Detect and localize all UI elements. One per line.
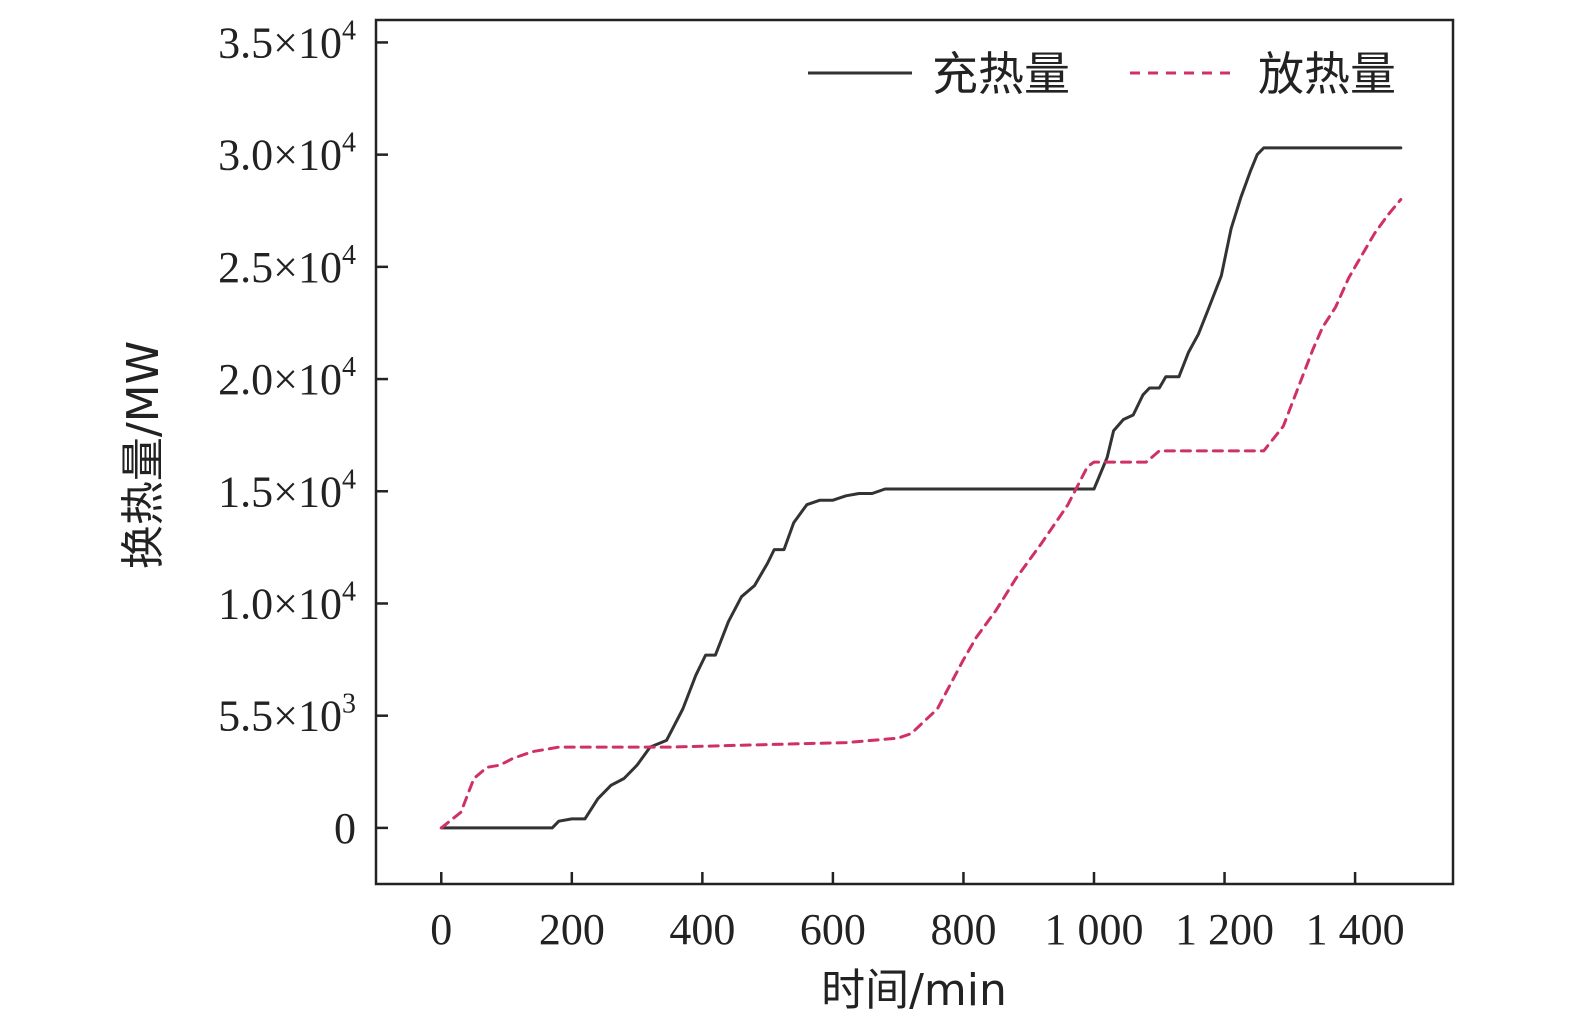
plot-frame [374, 18, 1455, 886]
y-tick-label: 0 [334, 804, 356, 853]
x-tick-label: 1 200 [1175, 905, 1274, 954]
y-tick-label: 3.0×104 [218, 128, 356, 180]
x-axis-title: 时间/min [821, 965, 1007, 1016]
series-layer [439, 146, 1403, 830]
y-axis: 0 5.5×103 1.0×104 1.5×104 2.0×104 2.5×104 3.0×… [218, 15, 388, 853]
x-tick-label: 1 400 [1306, 905, 1405, 954]
x-axis: 0 200 400 600 800 1 000 1 200 1 400 [430, 872, 1405, 954]
y-tick-label: 1.0×104 [218, 576, 356, 628]
series-line-discharge [439, 198, 1403, 830]
plot-area: 0 5.5×103 1.0×104 1.5×104 2.0×104 2.5×104 3.0×… [218, 15, 1455, 954]
x-tick-label: 1 000 [1045, 905, 1144, 954]
x-tick-label: 600 [800, 905, 866, 954]
y-tick-label: 5.5×103 [218, 689, 356, 741]
legend-label-charge: 充热量 [932, 47, 1070, 101]
y-axis-title: 换热量/MW [118, 341, 169, 569]
y-tick-label: 1.5×104 [218, 464, 356, 516]
x-tick-label: 400 [669, 905, 735, 954]
x-tick-label: 0 [430, 905, 452, 954]
y-tick-label: 2.0×104 [218, 352, 356, 404]
y-tick-label: 3.5×104 [218, 15, 356, 67]
series-line-charge [439, 146, 1403, 830]
legend: 充热量 放热量 [808, 47, 1396, 101]
x-tick-label: 800 [930, 905, 996, 954]
y-tick-label: 2.5×104 [218, 240, 356, 292]
x-tick-label: 200 [539, 905, 605, 954]
legend-label-discharge: 放热量 [1258, 47, 1396, 101]
